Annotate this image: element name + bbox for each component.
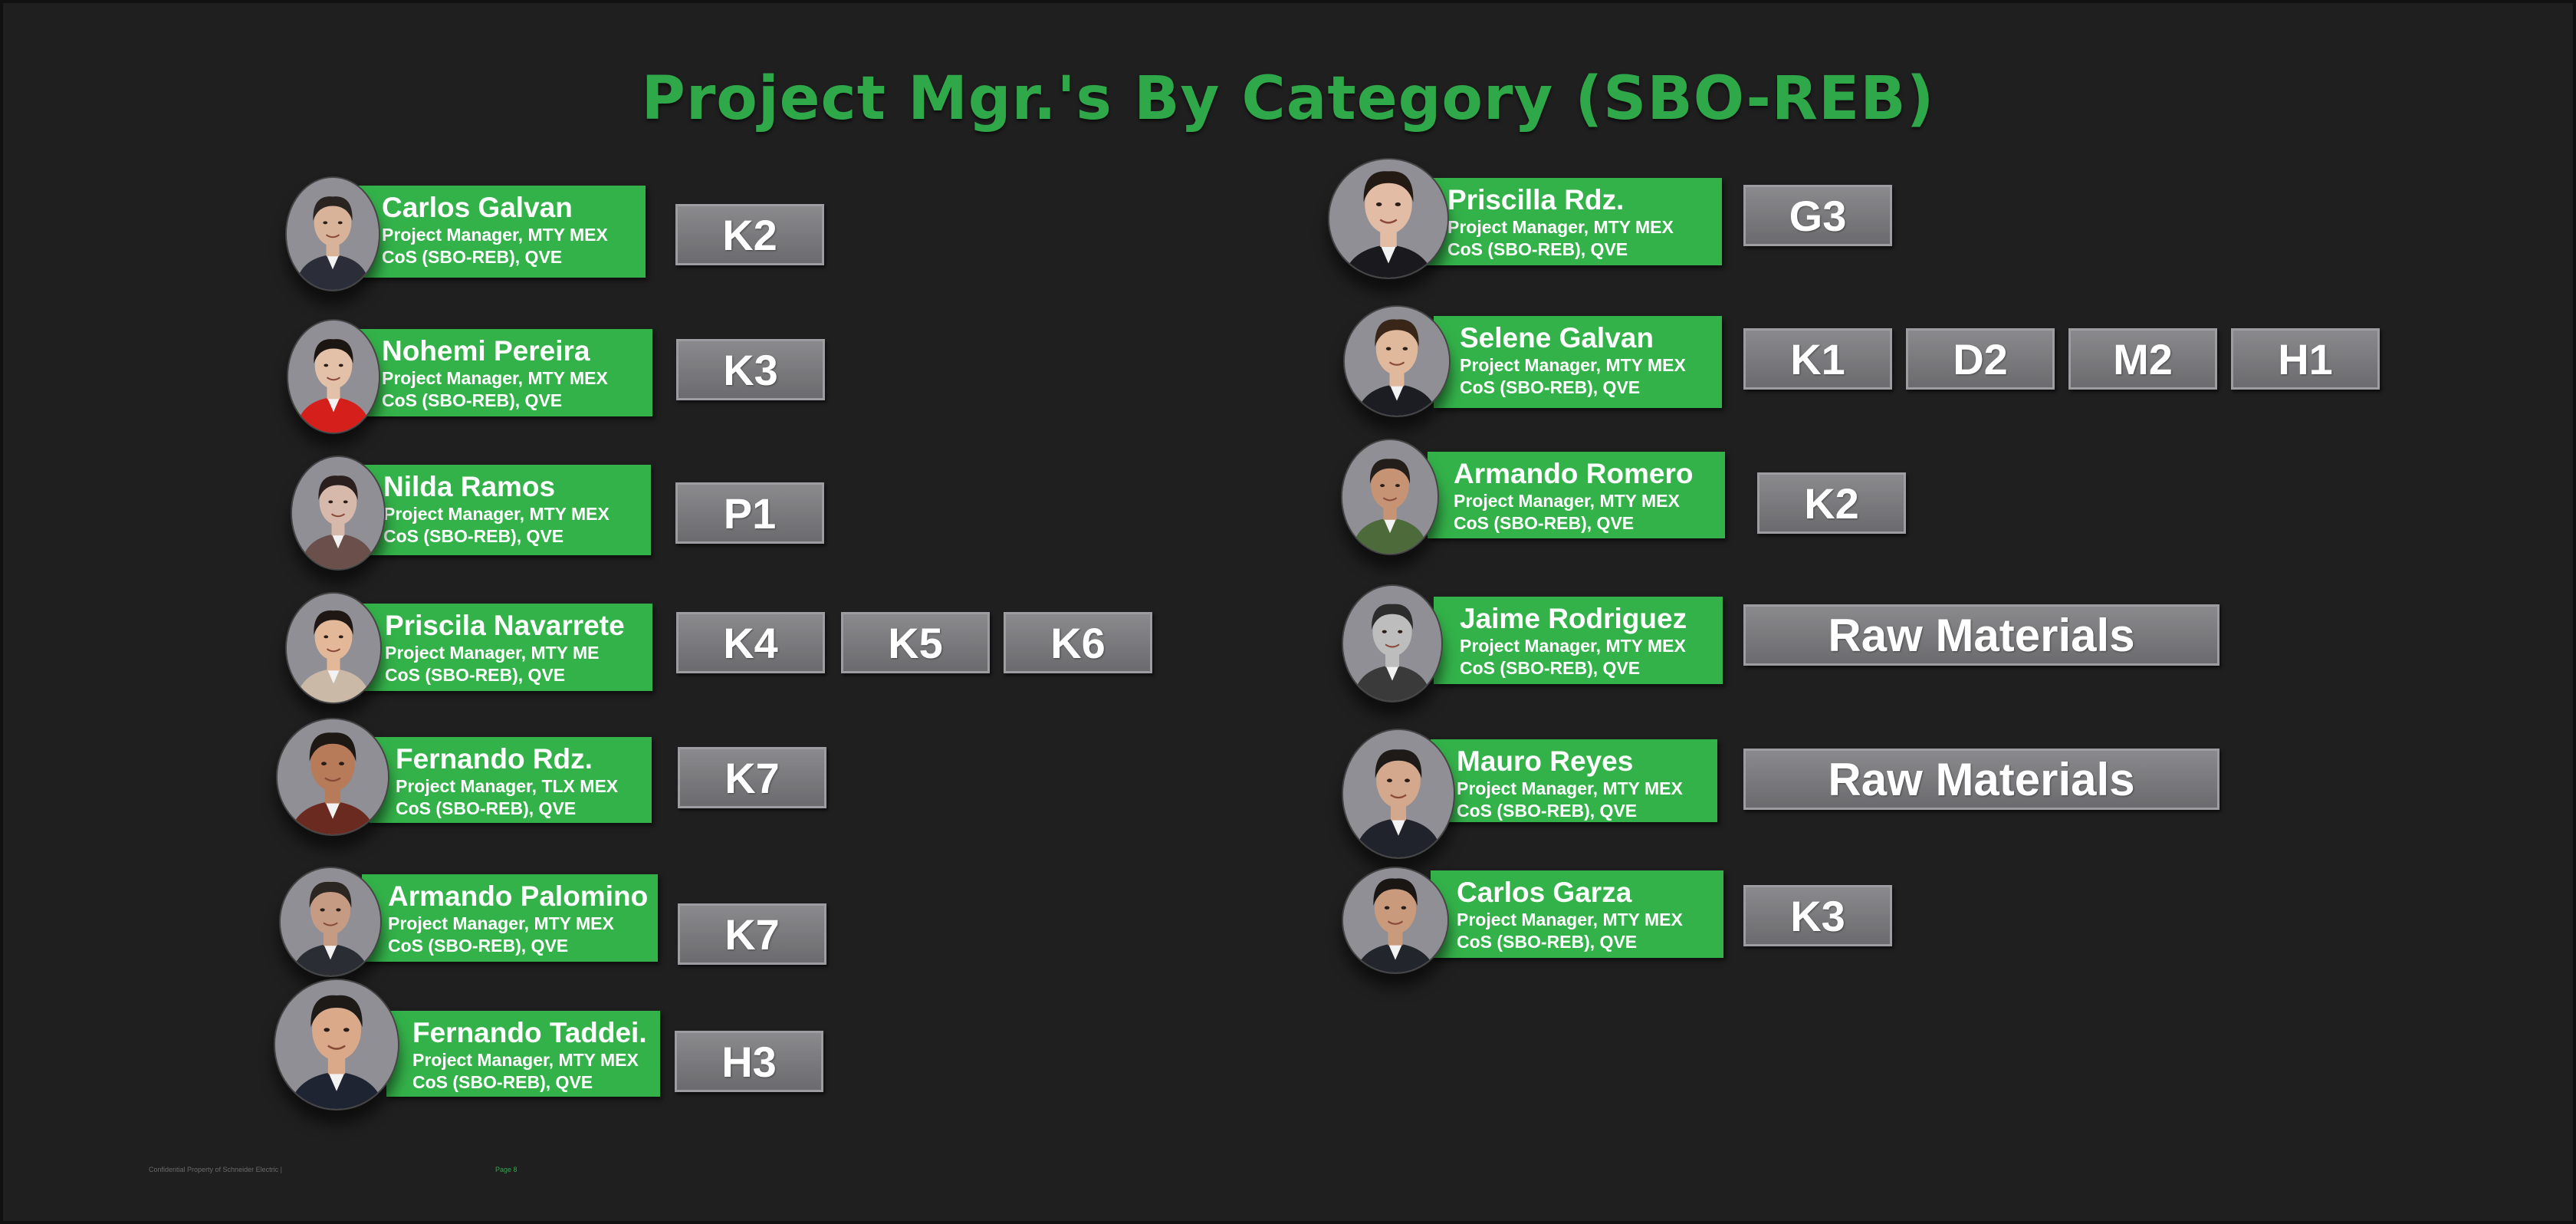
category-tag: K7 <box>678 747 826 808</box>
avatar-armando-romero <box>1341 439 1439 555</box>
manager-card-mauro-reyes: Mauro Reyes Project Manager, MTY MEX CoS (… <box>1431 739 1717 822</box>
manager-name: Carlos Galvan <box>382 192 573 223</box>
manager-card-nilda-ramos: Nilda Ramos Project Manager, MTY MEX CoS (… <box>357 465 651 555</box>
avatar-jaime-rodriguez <box>1342 584 1443 702</box>
manager-org: CoS (SBO-REB), QVE <box>396 798 577 818</box>
manager-org: CoS (SBO-REB), QVE <box>1447 239 1628 259</box>
manager-role: Project Manager, MTY MEX <box>412 1050 639 1070</box>
manager-name: Mauro Reyes <box>1457 745 1634 777</box>
manager-name: Nohemi Pereira <box>382 335 590 367</box>
category-tag: K1 <box>1743 328 1892 390</box>
manager-role: Project Manager, MTY MEX <box>1457 910 1683 930</box>
avatar-carlos-galvan <box>285 176 380 291</box>
manager-card-selene-galvan: Selene Galvan Project Manager, MTY MEX CoS… <box>1434 316 1722 408</box>
footer-page-number: Page 8 <box>495 1166 518 1173</box>
avatar-fernando-rdz <box>276 718 389 836</box>
category-tag: K3 <box>1743 885 1892 946</box>
avatar-selene-galvan <box>1343 305 1451 417</box>
avatar-armando-palomino <box>279 867 382 977</box>
manager-card-fernando-taddei: Fernando Taddei. Project Manager, MTY MEX… <box>386 1011 660 1097</box>
manager-org: CoS (SBO-REB), QVE <box>1460 658 1641 678</box>
category-tag: H3 <box>675 1031 823 1092</box>
manager-card-priscilla-rdz: Priscilla Rdz. Project Manager, MTY MEX Co… <box>1421 178 1722 265</box>
manager-org: CoS (SBO-REB), QVE <box>383 526 564 546</box>
avatar-carlos-garza <box>1342 867 1449 974</box>
category-tag: K3 <box>676 339 825 400</box>
manager-role: Project Manager, MTY MEX <box>382 225 608 245</box>
category-tag: K4 <box>676 612 825 673</box>
avatar-priscila-navarrete <box>285 592 382 704</box>
avatar-nohemi-pereira <box>287 319 380 434</box>
manager-name: Carlos Garza <box>1457 877 1632 908</box>
manager-org: CoS (SBO-REB), QVE <box>382 247 563 267</box>
manager-org: CoS (SBO-REB), QVE <box>412 1072 593 1092</box>
category-tag: K7 <box>678 903 826 965</box>
manager-card-armando-palomino: Armando Palomino Project Manager, MTY MEX… <box>362 874 658 962</box>
manager-role: Project Manager, MTY MEX <box>1447 217 1674 237</box>
page-title: Project Mgr.'s By Category (SBO-REB) <box>641 64 1935 133</box>
manager-role: Project Manager, MTY ME <box>385 643 600 663</box>
manager-role: Project Manager, MTY MEX <box>1460 636 1686 656</box>
manager-card-carlos-garza: Carlos Garza Project Manager, MTY MEX CoS … <box>1431 870 1723 958</box>
manager-role: Project Manager, TLX MEX <box>396 776 619 796</box>
manager-card-nohemi-pereira: Nohemi Pereira Project Manager, MTY MEX Co… <box>356 329 652 416</box>
category-tag: D2 <box>1906 328 2055 390</box>
manager-org: CoS (SBO-REB), QVE <box>1457 932 1638 952</box>
manager-card-priscila-navarrete: Priscila Navarrete Project Manager, MTY M… <box>359 604 652 691</box>
manager-org: CoS (SBO-REB), QVE <box>385 665 566 685</box>
manager-name: Nilda Ramos <box>383 471 556 502</box>
manager-name: Armando Romero <box>1454 458 1694 489</box>
manager-org: CoS (SBO-REB), QVE <box>1460 377 1641 397</box>
avatar-mauro-reyes <box>1342 729 1455 859</box>
manager-role: Project Manager, MTY MEX <box>388 913 614 933</box>
avatar-priscilla-rdz <box>1328 158 1449 279</box>
category-tag: H1 <box>2231 328 2380 390</box>
manager-role: Project Manager, MTY MEX <box>1457 778 1683 798</box>
manager-name: Fernando Rdz. <box>396 743 593 775</box>
category-tag: K2 <box>675 204 824 265</box>
manager-name: Priscilla Rdz. <box>1447 184 1625 216</box>
avatar-fernando-taddei <box>274 979 399 1110</box>
manager-org: CoS (SBO-REB), QVE <box>1457 801 1638 821</box>
manager-card-jaime-rodriguez: Jaime Rodriguez Project Manager, MTY MEX C… <box>1434 597 1723 684</box>
manager-name: Fernando Taddei. <box>412 1017 647 1048</box>
category-tag: K5 <box>841 612 990 673</box>
manager-name: Selene Galvan <box>1460 322 1654 354</box>
manager-org: CoS (SBO-REB), QVE <box>388 936 569 956</box>
manager-role: Project Manager, MTY MEX <box>382 368 608 388</box>
manager-role: Project Manager, MTY MEX <box>1454 491 1680 511</box>
category-tag: M2 <box>2068 328 2217 390</box>
manager-card-fernando-rdz: Fernando Rdz. Project Manager, TLX MEX CoS… <box>370 737 652 823</box>
manager-role: Project Manager, MTY MEX <box>383 504 610 524</box>
manager-org: CoS (SBO-REB), QVE <box>382 390 563 410</box>
manager-name: Priscila Navarrete <box>385 610 625 641</box>
manager-org: CoS (SBO-REB), QVE <box>1454 513 1635 533</box>
category-tag: Raw Materials <box>1743 749 2220 810</box>
manager-name: Jaime Rodriguez <box>1460 603 1687 634</box>
footer-confidential: Confidential Property of Schneider Elect… <box>149 1166 282 1173</box>
category-tag: K2 <box>1757 472 1906 534</box>
manager-name: Armando Palomino <box>388 880 649 912</box>
manager-role: Project Manager, MTY MEX <box>1460 355 1686 375</box>
category-tag: Raw Materials <box>1743 604 2220 666</box>
manager-card-armando-romero: Armando Romero Project Manager, MTY MEX Co… <box>1428 452 1725 538</box>
category-tag: K6 <box>1004 612 1152 673</box>
category-tag: P1 <box>675 482 824 544</box>
manager-card-carlos-galvan: Carlos Galvan Project Manager, MTY MEX CoS… <box>356 186 646 278</box>
avatar-nilda-ramos <box>291 456 386 571</box>
category-tag: G3 <box>1743 185 1892 246</box>
